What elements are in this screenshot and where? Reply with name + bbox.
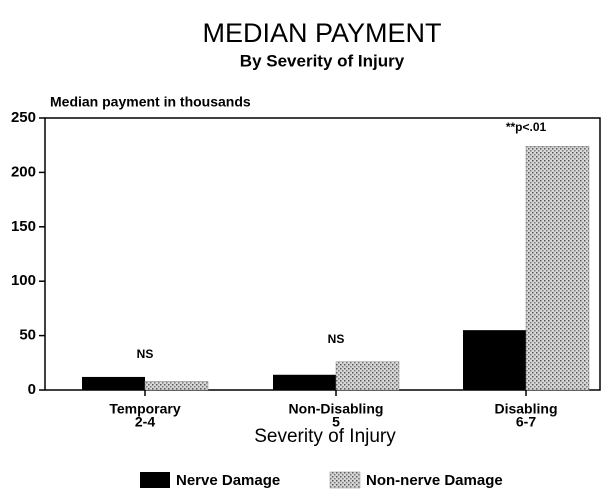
x-tick-label: Disabling [494, 401, 557, 417]
legend-label: Nerve Damage [176, 472, 280, 489]
x-tick-sublabel: 2-4 [135, 414, 155, 430]
bar [82, 376, 145, 390]
x-axis-label: Severity of Injury [254, 426, 396, 447]
chart-title: MEDIAN PAYMENT [202, 18, 441, 48]
chart-subtitle: By Severity of Injury [240, 51, 405, 70]
annotation: NS [137, 347, 154, 361]
y-tick-label: 100 [11, 272, 36, 289]
bar [463, 330, 526, 390]
x-tick-label: Temporary [109, 401, 181, 417]
legend-label: Non-nerve Damage [366, 472, 503, 489]
y-tick-label: 200 [11, 163, 36, 180]
legend-swatch [329, 471, 361, 489]
y-axis-label: Median payment in thousands [50, 94, 251, 110]
annotation: NS [328, 332, 345, 346]
y-tick-label: 250 [11, 109, 36, 126]
x-tick-label: Non-Disabling [289, 401, 384, 417]
bar [335, 361, 400, 391]
y-tick-label: 0 [28, 381, 36, 398]
legend-swatch [140, 472, 170, 488]
x-tick-sublabel: 5 [332, 414, 340, 430]
bar [273, 374, 336, 390]
annotation: **p<.01 [506, 120, 547, 134]
bar [525, 146, 590, 391]
bar [144, 381, 209, 391]
y-tick-label: 150 [11, 218, 36, 235]
y-tick-label: 50 [19, 327, 36, 344]
x-tick-sublabel: 6-7 [516, 414, 536, 430]
